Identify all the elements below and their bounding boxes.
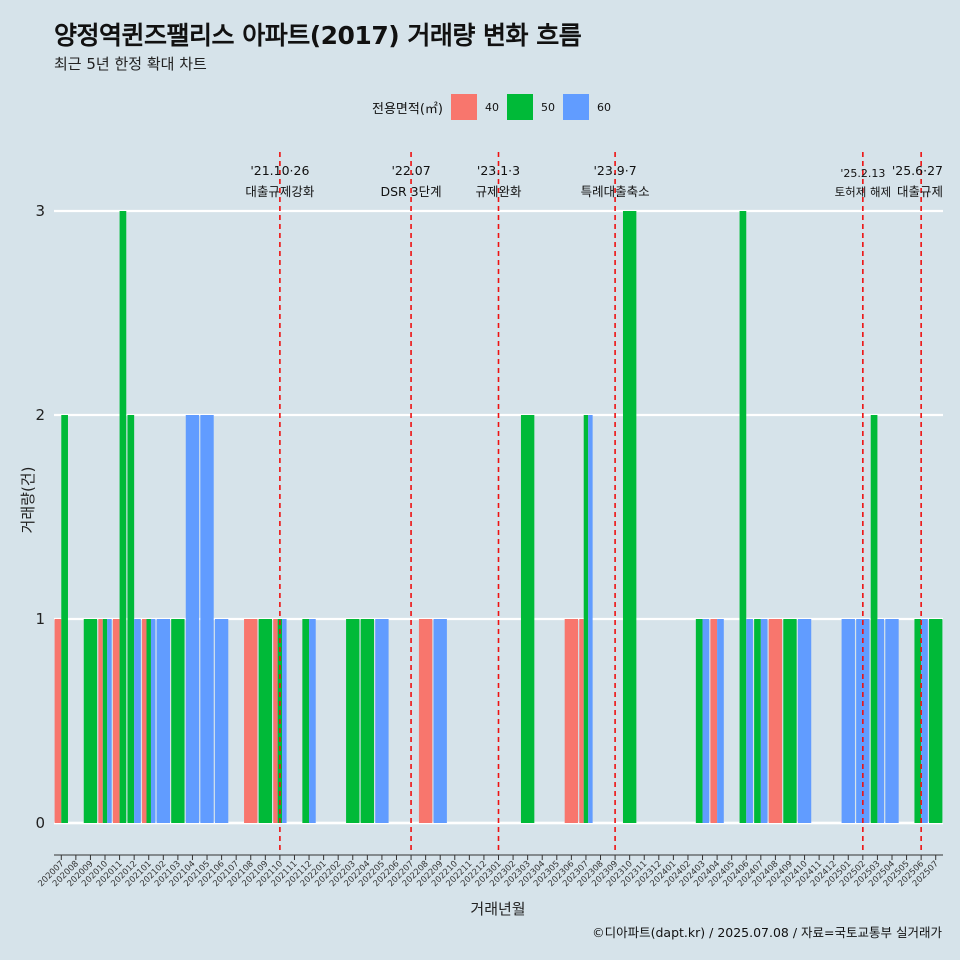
y-tick-label: 0 [35, 814, 45, 832]
event-annotations: '21.10·26 대출규제강화 '22.07 DSR 3단계 '23.1·3 규제완화 '… [245, 152, 943, 852]
bar-202507-50 [929, 619, 943, 823]
bar-202101-50 [146, 619, 151, 823]
legend-label-60: 60 [596, 100, 611, 114]
bar-202011-40 [112, 619, 120, 823]
event-label-202502: 토허제 해제 [835, 185, 892, 199]
bar-202407-60 [760, 619, 768, 823]
bar-202410-60 [797, 619, 812, 823]
bars [54, 211, 943, 823]
bar-202109-50 [258, 619, 273, 823]
bar-202203-50 [346, 619, 360, 823]
event-label-202301: 규제완화 [475, 184, 522, 199]
bar-202009-50 [83, 619, 98, 823]
bar-202208-40 [418, 619, 433, 823]
y-tick-label: 1 [35, 610, 45, 628]
bar-202306-40 [564, 619, 579, 823]
bar-202103-50 [171, 619, 185, 823]
event-label-202506: 대출규제 [897, 184, 943, 199]
event-label-202110: 대출규제강화 [245, 184, 315, 199]
bar-202504-60 [885, 619, 899, 823]
chart-title: 양정역퀸즈팰리스 아파트(2017) 거래량 변화 흐름 [54, 21, 582, 50]
bar-202307-40 [579, 619, 584, 823]
bar-202010-40 [98, 619, 103, 823]
bar-202503-60 [877, 619, 885, 823]
bar-202407-50 [754, 619, 761, 823]
bar-202011-50 [119, 211, 127, 823]
bar-202010-60 [107, 619, 112, 823]
event-date-202207: '22.07 [391, 163, 430, 178]
event-date-202309: '23.9·7 [593, 163, 636, 178]
bar-202403-60 [702, 619, 710, 823]
bar-202110-60 [282, 619, 287, 823]
bar-202110-40 [273, 619, 278, 823]
bar-202303-50 [520, 415, 535, 823]
bar-202012-50 [127, 415, 135, 823]
bar-202406-60 [746, 619, 753, 823]
event-date-202502: '25.2.13 [840, 167, 885, 180]
chart-subtitle: 최근 5년 한정 확대 차트 [54, 55, 207, 73]
bar-202503-50 [870, 415, 878, 823]
legend-label-40: 40 [484, 100, 499, 114]
bar-202205-60 [375, 619, 389, 823]
y-tick-label: 3 [35, 202, 45, 220]
bar-202404-60 [717, 619, 724, 823]
y-axis-label: 거래량(건) [19, 467, 37, 534]
legend: 전용면적(㎡) 40 50 60 [372, 93, 619, 121]
bar-202012-60 [134, 619, 141, 823]
bar-202101-40 [142, 619, 147, 823]
source-caption: ©디아파트(dapt.kr) / 2025.07.08 / 자료=국토교통부 실… [592, 925, 942, 940]
legend-item-50: 50 [506, 94, 555, 120]
bar-202403-50 [695, 619, 703, 823]
bar-202406-50 [739, 211, 747, 823]
bar-202409-50 [783, 619, 797, 823]
legend-item-40: 40 [450, 94, 499, 120]
bar-202307-60 [588, 415, 593, 823]
legend-key-50 [506, 94, 533, 120]
bar-202106-60 [214, 619, 229, 823]
bar-202506-50 [914, 619, 922, 823]
bar-202112-60 [309, 619, 316, 823]
y-tick-label: 2 [35, 406, 45, 424]
bar-202209-60 [433, 619, 447, 823]
x-axis-label: 거래년월 [470, 900, 525, 918]
bar-202102-60 [156, 619, 170, 823]
bar-202010-50 [102, 619, 108, 823]
legend-item-60: 60 [562, 94, 611, 120]
bar-202007-40 [54, 619, 62, 823]
bar-202112-50 [302, 619, 310, 823]
legend-key-40 [450, 94, 477, 120]
event-date-202506: '25.6·27 [892, 163, 943, 178]
bar-202404-40 [710, 619, 718, 823]
event-date-202110: '21.10·26 [250, 163, 309, 178]
bar-202007-50 [61, 415, 68, 823]
legend-label-50: 50 [540, 100, 555, 114]
legend-title: 전용면적(㎡) [372, 101, 443, 117]
bar-202108-40 [244, 619, 258, 823]
event-date-202301: '23.1·3 [477, 163, 520, 178]
bar-202105-60 [200, 415, 214, 823]
bar-202310-50 [622, 211, 637, 823]
bar-202104-60 [185, 415, 200, 823]
event-label-202309: 특례대출축소 [581, 184, 650, 199]
bar-202307-50 [583, 415, 589, 823]
event-label-202207: DSR 3단계 [380, 184, 441, 199]
bar-202501-60 [841, 619, 855, 823]
bar-202506-60 [921, 619, 928, 823]
legend-key-60 [562, 94, 589, 120]
bar-202408-40 [768, 619, 783, 823]
bar-202101-60 [150, 619, 156, 823]
bar-202204-50 [360, 619, 375, 823]
